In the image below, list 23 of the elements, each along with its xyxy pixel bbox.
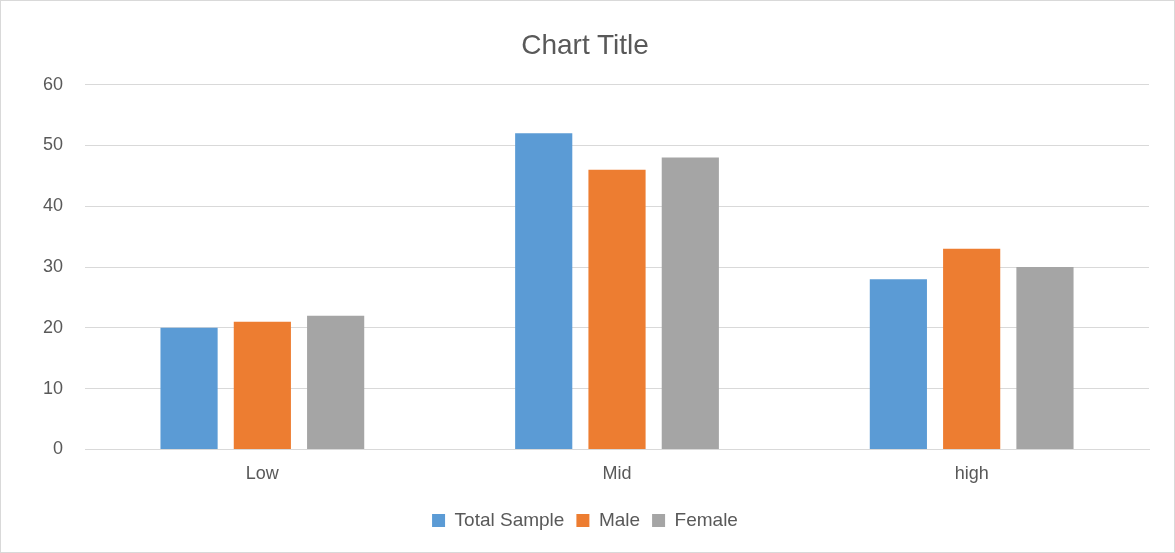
y-tick-label: 20 (42, 316, 64, 337)
y-tick-label: 40 (42, 195, 64, 216)
bar (307, 315, 365, 449)
x-tick-label: Mid (602, 463, 632, 484)
y-tick-label: 60 (42, 73, 64, 94)
bar (233, 321, 291, 449)
y-tick-label: 30 (42, 255, 64, 276)
y-tick-label: 0 (53, 438, 64, 459)
legend-label: Female (674, 508, 738, 530)
bar (943, 248, 1001, 449)
bar (1016, 267, 1074, 449)
bar (869, 279, 927, 449)
x-tick-label: high (954, 463, 989, 484)
legend-label: Total Sample (454, 508, 565, 530)
bar (588, 169, 646, 449)
chart-title: Chart Title (521, 28, 649, 60)
legend-label: Male (598, 508, 641, 530)
y-tick-label: 10 (42, 377, 64, 398)
x-tick-label: Low (245, 463, 280, 484)
bar (661, 157, 719, 449)
y-tick-label: 50 (42, 134, 64, 155)
bar (160, 327, 218, 449)
bar (515, 133, 573, 449)
